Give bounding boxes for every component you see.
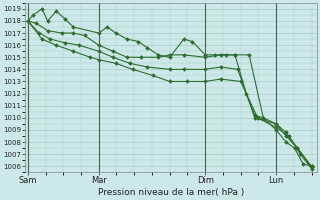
X-axis label: Pression niveau de la mer( hPa ): Pression niveau de la mer( hPa ) [98, 188, 244, 197]
